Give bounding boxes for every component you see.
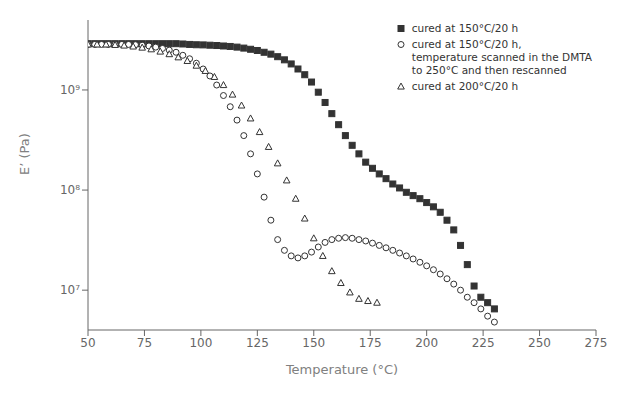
svg-text:225: 225 (472, 336, 495, 350)
svg-text:275: 275 (585, 336, 608, 350)
svg-text:100: 100 (189, 336, 212, 350)
html-text:to 250°C and then rescanned: to 250°C and then rescanned (411, 64, 567, 76)
html-text:cured at 200°C/20 h: cured at 200°C/20 h (411, 80, 519, 92)
svg-text:75: 75 (137, 336, 152, 350)
html-text:cured at 150°C/20 h: cured at 150°C/20 h (411, 22, 519, 34)
svg-text:10⁸: 10⁸ (60, 183, 80, 197)
svg-text:E’ (Pa): E’ (Pa) (17, 133, 32, 175)
svg-text:50: 50 (80, 336, 95, 350)
svg-text:150: 150 (302, 336, 325, 350)
svg-text:10⁹: 10⁹ (60, 83, 80, 97)
html-text:cured at 150°C/20 h,: cured at 150°C/20 h, (411, 38, 522, 50)
html-text:temperature scanned in the DMT: temperature scanned in the DMTA (411, 51, 592, 63)
svg-text:125: 125 (246, 336, 269, 350)
svg-text:250: 250 (528, 336, 551, 350)
svg-text:10⁷: 10⁷ (60, 283, 80, 297)
svg-text:200: 200 (415, 336, 438, 350)
svg-text:Temperature (°C): Temperature (°C) (285, 362, 398, 377)
svg-text:175: 175 (359, 336, 382, 350)
